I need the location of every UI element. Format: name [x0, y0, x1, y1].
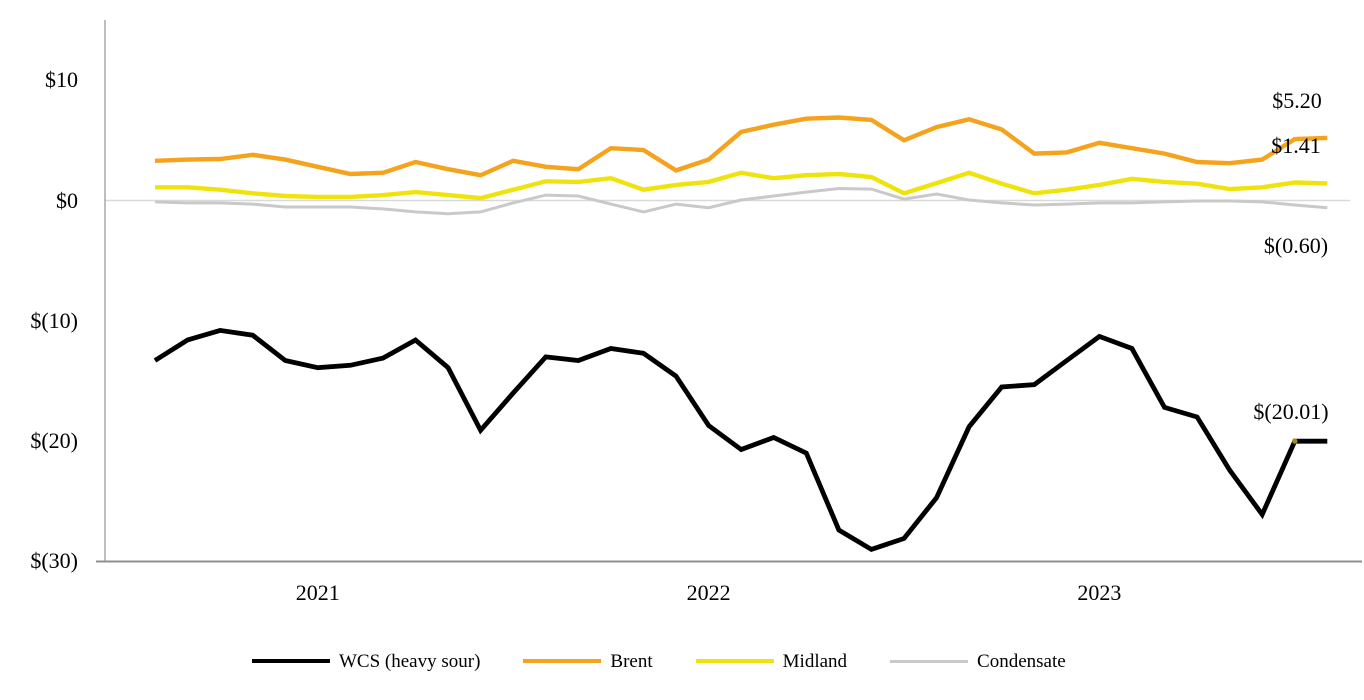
legend-label-midland: Midland: [782, 650, 848, 672]
legend-label-brent: Brent: [610, 650, 653, 672]
series-line-wcs-heavy-sour: [153, 327, 1328, 553]
y-axis-label: $0: [56, 187, 78, 213]
series-line-midland: [155, 170, 1328, 201]
legend: WCS (heavy sour) Brent Midland Condensate: [252, 647, 1066, 675]
series-end-label-condensate: $(0.60): [1263, 233, 1329, 258]
series-line-brent: [154, 115, 1328, 178]
legend-label-condensate: Condensate: [977, 650, 1066, 672]
series-end-label-midland: $1.41: [1271, 133, 1321, 158]
series-end-label-brent: $5.20: [1272, 88, 1322, 113]
x-axis-year-label: 2021: [295, 580, 340, 605]
legend-swatch-wcs-heavy-sour: [252, 658, 330, 664]
y-axis-label: $(30): [30, 548, 78, 574]
x-axis-year-label: 2023: [1077, 580, 1122, 605]
x-axis-year-label: 2022: [686, 580, 731, 605]
legend-item-condensate: Condensate: [890, 652, 1066, 671]
legend-swatch-brent: [523, 658, 602, 664]
legend-item-brent: Brent: [523, 650, 653, 672]
legend-swatch-midland: [695, 658, 774, 664]
legend-swatch-condensate: [890, 659, 969, 663]
legend-item-wcs-heavy-sour: WCS (heavy sour): [252, 652, 480, 671]
legend-item-midland: Midland: [695, 650, 848, 672]
y-axis-label: $10: [45, 67, 78, 93]
legend-label-wcs-heavy-sour: WCS (heavy sour): [339, 650, 481, 672]
series-line-condensate: [154, 186, 1328, 216]
series-end-label-wcs-heavy-sour: $(20.01): [1253, 399, 1329, 424]
series-point-marker: [1292, 438, 1298, 444]
y-axis-label: $(20): [30, 428, 78, 454]
y-axis-label: $(10): [30, 307, 78, 333]
